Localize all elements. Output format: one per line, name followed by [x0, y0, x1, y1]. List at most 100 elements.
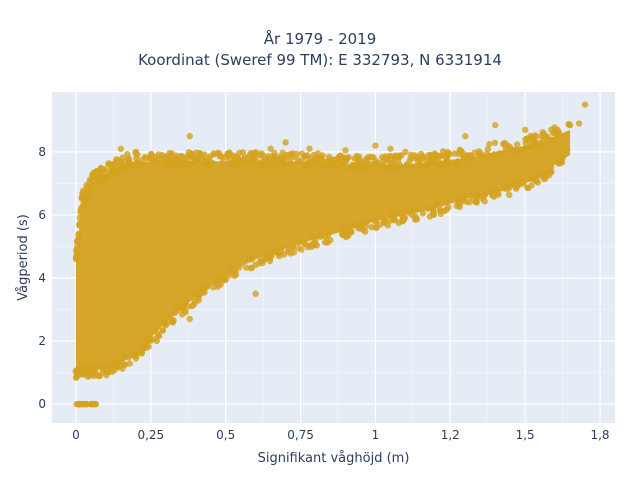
data-point	[235, 156, 243, 163]
data-point	[268, 251, 276, 259]
data-point	[279, 149, 286, 156]
data-point	[461, 193, 468, 200]
data-point	[284, 248, 292, 255]
data-point	[326, 229, 333, 236]
data-point	[263, 157, 271, 165]
data-point	[100, 175, 108, 183]
data-point	[339, 226, 347, 233]
data-point	[78, 204, 85, 212]
data-point	[530, 138, 537, 146]
outlier-point	[566, 121, 574, 129]
outlier-point	[551, 129, 559, 137]
data-point	[73, 246, 80, 253]
data-point	[155, 151, 162, 158]
data-point	[486, 141, 493, 148]
data-point	[312, 155, 319, 163]
data-point	[424, 205, 432, 212]
outlier-point	[521, 126, 529, 134]
data-point	[145, 343, 152, 350]
data-point	[222, 276, 229, 283]
data-point	[425, 151, 432, 159]
data-point	[379, 163, 386, 171]
data-point	[545, 172, 553, 179]
data-point	[214, 149, 221, 156]
data-point	[356, 153, 363, 160]
data-point	[347, 228, 355, 235]
data-point	[117, 362, 125, 370]
data-point	[345, 154, 352, 161]
data-point	[128, 161, 136, 168]
data-point	[254, 159, 262, 166]
data-point	[513, 183, 521, 190]
data-point	[417, 163, 425, 171]
outlier-point	[252, 290, 259, 297]
data-point	[124, 151, 131, 158]
x-tick-label: 0,5	[216, 428, 235, 442]
data-point	[372, 218, 379, 226]
data-point	[542, 134, 549, 141]
data-point	[350, 165, 358, 173]
data-point	[556, 160, 564, 167]
data-point	[372, 224, 380, 231]
data-point	[278, 248, 285, 256]
outlier-point	[306, 145, 313, 152]
data-point	[295, 158, 303, 166]
data-point	[324, 239, 331, 246]
data-point	[178, 153, 186, 160]
data-point	[408, 207, 415, 215]
chart-subtitle: Koordinat (Sweref 99 TM): E 332793, N 63…	[138, 51, 502, 69]
data-point	[492, 152, 499, 159]
data-point	[199, 153, 206, 161]
data-point	[300, 239, 308, 247]
data-point	[366, 153, 374, 161]
data-point	[441, 161, 448, 168]
data-point	[278, 154, 286, 161]
data-point	[278, 244, 285, 251]
y-tick-label: 8	[38, 145, 46, 159]
data-point	[113, 167, 120, 174]
data-point	[269, 153, 276, 160]
data-point	[261, 162, 268, 170]
chart-title: År 1979 - 2019	[263, 30, 377, 48]
x-tick-label: 0,75	[287, 428, 314, 442]
data-point	[512, 149, 520, 156]
data-point	[336, 153, 343, 160]
y-tick-label: 2	[38, 334, 46, 348]
outlier-point	[492, 121, 499, 129]
data-point	[247, 264, 254, 272]
outlier-point	[186, 315, 193, 323]
outlier-point	[581, 101, 589, 108]
data-point	[491, 139, 499, 147]
data-point	[403, 161, 411, 168]
data-point	[502, 145, 510, 152]
outlier-point	[372, 142, 379, 149]
data-point	[443, 206, 451, 213]
outlier-point	[153, 337, 161, 345]
outlier-point	[387, 145, 394, 152]
data-point	[175, 157, 182, 164]
data-point	[185, 160, 192, 167]
data-point	[325, 153, 333, 161]
data-point	[240, 156, 247, 163]
outlier-point	[186, 132, 193, 140]
data-point	[443, 156, 450, 163]
data-point	[226, 149, 233, 156]
data-point	[287, 151, 294, 158]
data-point	[162, 159, 169, 167]
x-tick-label: 0,25	[137, 428, 164, 442]
data-point	[439, 148, 447, 155]
data-point	[473, 194, 480, 201]
data-point	[251, 149, 259, 156]
data-point	[397, 210, 404, 217]
data-point	[191, 154, 199, 162]
data-point	[167, 314, 174, 322]
data-point	[133, 161, 140, 168]
data-point	[97, 164, 105, 172]
data-point	[170, 156, 177, 163]
data-point	[468, 154, 475, 161]
outlier-point	[402, 148, 409, 156]
x-tick-label: 1,8	[590, 428, 609, 442]
data-point	[387, 152, 394, 160]
data-point	[73, 400, 80, 408]
data-point	[121, 158, 128, 165]
